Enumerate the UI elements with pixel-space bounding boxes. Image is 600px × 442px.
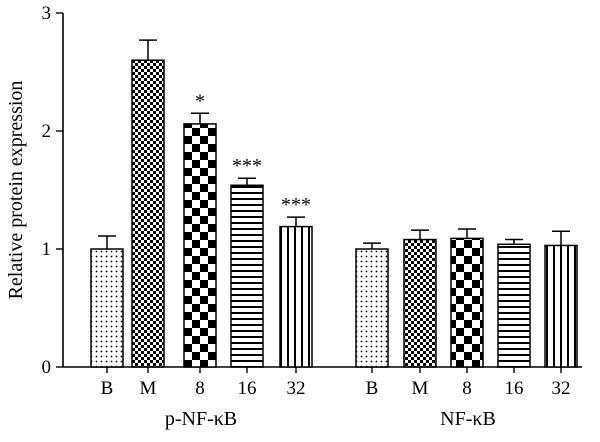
x-tick-label: 8	[462, 378, 472, 399]
significance-marker: ***	[281, 194, 311, 216]
x-tick-label: B	[101, 378, 114, 399]
bar-nfkb-8	[450, 237, 484, 368]
significance-marker: ***	[232, 155, 262, 177]
bar-nfkb-B	[355, 248, 389, 368]
bar-nfkb-16	[497, 243, 531, 368]
y-tick-label: 3	[42, 3, 52, 24]
x-tick-label: M	[140, 378, 157, 399]
bar-p-nfkb-16	[230, 184, 264, 368]
x-tick-label: 32	[552, 378, 571, 399]
group-label: p-NF-κB	[165, 408, 237, 430]
bar-nfkb-M	[403, 238, 437, 368]
bar-p-nfkb-32	[279, 225, 313, 368]
y-tick-label: 0	[42, 357, 52, 378]
x-tick-label: B	[366, 378, 379, 399]
y-tick-label: 2	[42, 121, 52, 142]
bar-nfkb-32	[544, 244, 578, 368]
x-tick-label: 8	[195, 378, 205, 399]
bar-p-nfkb-B	[90, 248, 124, 368]
bar-p-nfkb-8	[183, 123, 217, 368]
bar-p-nfkb-M	[131, 59, 165, 368]
plot-area: 0 1 2 3 B M * 8 *** 16 *** 32 p-NF-κB B M 8 16 32 NF-κB	[42, 3, 582, 430]
x-tick-label: 16	[505, 378, 524, 399]
y-tick-label: 1	[42, 239, 52, 260]
y-axis-title: Relative protein expression	[5, 81, 27, 300]
x-tick-label: M	[412, 378, 429, 399]
group-label: NF-κB	[440, 408, 496, 430]
x-tick-label: 32	[287, 378, 306, 399]
x-tick-label: 16	[238, 378, 257, 399]
significance-marker: *	[195, 90, 205, 112]
